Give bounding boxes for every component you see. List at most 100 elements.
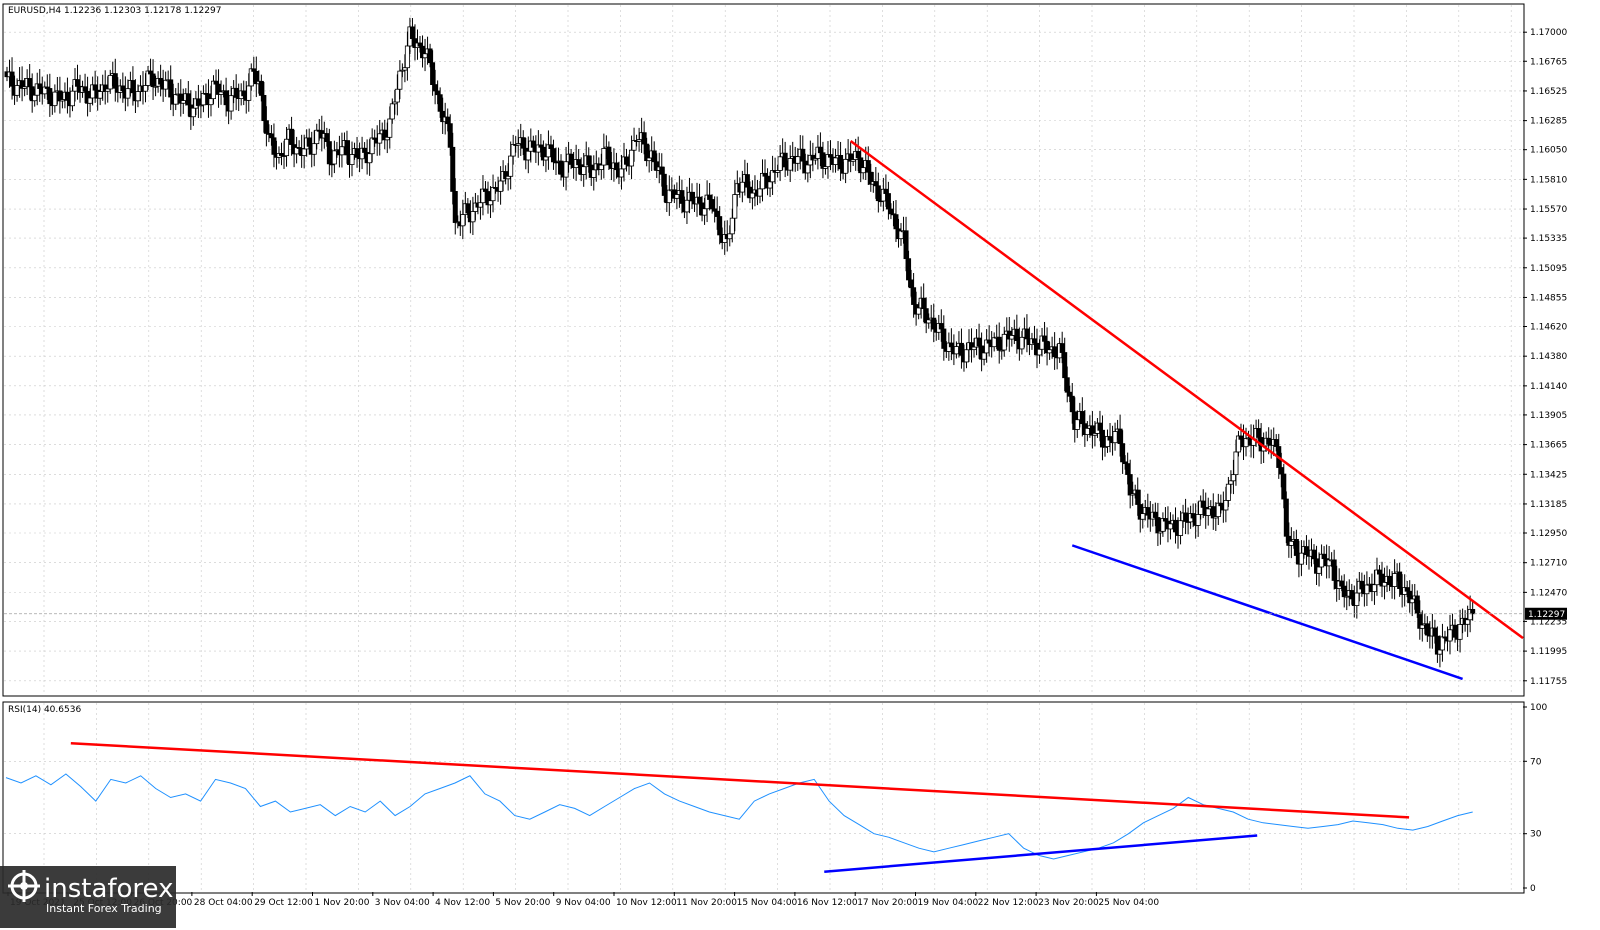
candle-body bbox=[787, 158, 793, 171]
candle-body bbox=[1447, 629, 1453, 642]
candle-body bbox=[659, 166, 665, 175]
candle-body bbox=[714, 210, 720, 217]
candle-body bbox=[427, 48, 433, 64]
price-tick-label: 1.16285 bbox=[1530, 117, 1567, 127]
candle-body bbox=[558, 160, 564, 175]
candle-body bbox=[1125, 463, 1131, 475]
rsi-axis: 100 70 30 0 bbox=[1523, 703, 1547, 894]
candlestick-series bbox=[4, 17, 1476, 668]
candle-body bbox=[510, 144, 516, 157]
candle-body bbox=[148, 70, 154, 75]
candle-body bbox=[598, 164, 604, 170]
candle-body bbox=[1414, 595, 1420, 614]
candle-body bbox=[460, 214, 466, 227]
candle-body bbox=[32, 94, 38, 102]
candle-body bbox=[1256, 428, 1262, 438]
rsi-panel-grid bbox=[4, 703, 1523, 892]
candle-body bbox=[271, 137, 277, 155]
candle-body bbox=[1155, 517, 1161, 534]
candle-body bbox=[200, 92, 206, 106]
candle-body bbox=[581, 166, 587, 175]
candle-body bbox=[306, 137, 312, 147]
candle-body bbox=[1112, 431, 1118, 444]
chart-title: EURUSD,H4 1.12236 1.12303 1.12178 1.1229… bbox=[8, 6, 221, 16]
candle-body bbox=[543, 156, 549, 161]
candle-body bbox=[450, 146, 456, 192]
candle-body bbox=[1470, 609, 1476, 615]
candle-body bbox=[314, 129, 320, 145]
candle-body bbox=[362, 147, 368, 153]
candle-body bbox=[223, 90, 229, 106]
candle-body bbox=[767, 181, 773, 189]
candle-body bbox=[855, 150, 861, 159]
price-tick-label: 1.15810 bbox=[1530, 175, 1567, 185]
candle-body bbox=[369, 137, 375, 155]
candle-body bbox=[606, 146, 612, 166]
candle-body bbox=[921, 297, 927, 310]
candle-body bbox=[437, 94, 443, 112]
candle-body bbox=[447, 123, 453, 148]
current-price-label: 1.12297 bbox=[1528, 610, 1565, 620]
candle-body bbox=[430, 62, 436, 85]
candle-body bbox=[1037, 348, 1043, 356]
price-tick-label: 1.16765 bbox=[1530, 57, 1567, 67]
candle-body bbox=[908, 279, 914, 289]
candle-body bbox=[397, 70, 403, 90]
candle-body bbox=[843, 158, 849, 174]
price-tick-label: 1.15095 bbox=[1530, 264, 1567, 274]
candle-body bbox=[948, 342, 954, 348]
price-tick-label: 1.13185 bbox=[1530, 500, 1567, 510]
time-tick-label: 10 Nov 12:00 bbox=[616, 898, 677, 908]
price-tick-label: 1.17000 bbox=[1530, 28, 1567, 38]
candle-body bbox=[82, 86, 88, 92]
candle-body bbox=[1047, 349, 1053, 354]
candle-body bbox=[684, 199, 690, 213]
candle-body bbox=[1273, 439, 1279, 447]
candle-body bbox=[1387, 575, 1393, 586]
candle-body bbox=[268, 133, 274, 139]
candle-body bbox=[916, 307, 922, 315]
candle-body bbox=[953, 346, 959, 355]
candle-body bbox=[618, 168, 624, 178]
candle-body bbox=[344, 140, 350, 156]
candle-body bbox=[661, 173, 667, 196]
time-tick-label: 5 Nov 20:00 bbox=[495, 898, 550, 908]
candle-body bbox=[168, 79, 174, 98]
candle-body bbox=[727, 233, 733, 240]
candle-body bbox=[1303, 546, 1309, 555]
candle-body bbox=[1064, 377, 1070, 393]
candle-body bbox=[75, 79, 81, 87]
logo-tagline: Instant Forex Trading bbox=[46, 902, 162, 915]
time-tick-label: 15 Nov 04:00 bbox=[737, 898, 798, 908]
candle-body bbox=[586, 155, 592, 166]
price-tick-label: 1.11995 bbox=[1530, 647, 1567, 657]
candle-body bbox=[289, 128, 295, 145]
candle-body bbox=[865, 160, 871, 173]
price-tick-label: 1.14140 bbox=[1530, 382, 1567, 392]
rsi-tick-label: 100 bbox=[1530, 703, 1547, 713]
candle-body bbox=[52, 91, 58, 107]
candle-body bbox=[349, 154, 355, 165]
candle-body bbox=[883, 188, 889, 194]
candle-body bbox=[820, 152, 826, 169]
candle-body bbox=[130, 80, 136, 94]
candle-body bbox=[258, 80, 264, 96]
candle-body bbox=[631, 140, 637, 151]
candle-body bbox=[324, 133, 330, 143]
price-tick-label: 1.13425 bbox=[1530, 470, 1567, 480]
candle-body bbox=[465, 203, 471, 214]
candle-body bbox=[1117, 428, 1123, 445]
candle-body bbox=[1145, 507, 1151, 516]
candle-body bbox=[1079, 411, 1085, 425]
candle-body bbox=[893, 214, 899, 230]
candle-body bbox=[112, 73, 118, 89]
candle-body bbox=[435, 90, 441, 96]
candle-body bbox=[1349, 590, 1355, 600]
candle-body bbox=[1392, 573, 1398, 587]
candle-body bbox=[1424, 623, 1430, 636]
candle-body bbox=[777, 156, 783, 171]
price-tick-label: 1.12470 bbox=[1530, 588, 1567, 598]
time-tick-label: 22 Nov 12:00 bbox=[978, 898, 1039, 908]
candle-body bbox=[1190, 513, 1196, 519]
rsi-trendlines bbox=[70, 741, 1410, 873]
